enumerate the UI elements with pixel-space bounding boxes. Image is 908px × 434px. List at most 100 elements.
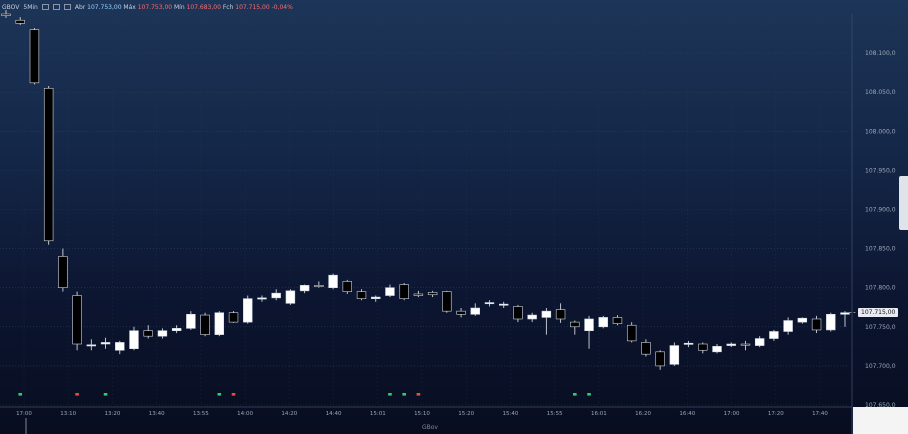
symbol-label: GBOV [2, 3, 20, 11]
x-tick-label: 16:40 [679, 411, 695, 417]
y-tick-label: 107.650,0 [865, 402, 896, 409]
signal-marker [217, 393, 222, 396]
x-tick-label: 17:00 [16, 411, 32, 417]
current-price-tag: 107.715,00 [858, 307, 899, 317]
candle-body[interactable] [840, 312, 850, 315]
x-tick-label: 14:40 [326, 411, 342, 417]
candle-body[interactable] [299, 285, 310, 292]
candle-body[interactable] [754, 338, 765, 346]
x-tick-label: 17:20 [768, 411, 784, 417]
candle-body[interactable] [541, 310, 552, 318]
candle-body[interactable] [570, 321, 580, 328]
candle-body[interactable] [171, 328, 182, 332]
candle-body[interactable] [598, 317, 608, 328]
close-icon[interactable] [52, 4, 60, 10]
candle-body[interactable] [356, 291, 367, 299]
candle-body[interactable] [72, 295, 82, 345]
collapse-icon[interactable] [63, 4, 71, 10]
candle-body[interactable] [527, 314, 537, 320]
ohlc-fields: Abr 107.753,00 Máx 107.753,00 Mín 107.68… [75, 4, 293, 11]
candle-body[interactable] [43, 87, 54, 242]
y-tick-label: 108.100,0 [865, 50, 896, 57]
candle-body[interactable] [143, 330, 153, 337]
candle-body[interactable] [584, 318, 594, 332]
x-tick-label: 17:40 [812, 411, 828, 417]
signal-marker [573, 393, 577, 396]
y-tick-label: 107.850,0 [865, 246, 896, 253]
candle-body[interactable] [484, 302, 495, 305]
signal-marker [402, 393, 406, 396]
candle-body[interactable] [186, 313, 196, 329]
y-tick-label: 107.800,0 [865, 285, 896, 292]
candle-body[interactable] [427, 292, 438, 296]
candle-body[interactable] [314, 285, 324, 287]
candle-body[interactable] [655, 351, 665, 367]
candle-body[interactable] [200, 314, 210, 335]
candle-body[interactable] [612, 317, 623, 324]
candle-body[interactable] [100, 342, 111, 345]
x-tick-label: 17:00 [724, 411, 740, 417]
corner-button[interactable] [853, 407, 908, 434]
candle-body[interactable] [442, 291, 452, 312]
candle-body[interactable] [698, 343, 708, 351]
signal-marker [587, 393, 591, 396]
candle-body[interactable] [29, 29, 40, 84]
candle-body[interactable] [797, 317, 808, 323]
x-axis-label: GBov [422, 424, 438, 431]
candle-body[interactable] [413, 293, 424, 296]
candle-body[interactable] [257, 297, 267, 300]
candle-body[interactable] [740, 343, 751, 346]
candle-body[interactable] [342, 281, 352, 292]
candle-body[interactable] [641, 342, 651, 355]
signal-marker [388, 393, 392, 396]
candle-body[interactable] [811, 318, 822, 331]
candle-body[interactable] [626, 324, 637, 342]
signal-marker [103, 393, 108, 396]
x-tick-label: 15:01 [370, 411, 386, 417]
candle-body[interactable] [285, 290, 296, 304]
candle-body[interactable] [826, 313, 836, 331]
candle-body[interactable] [783, 320, 793, 332]
candle-body[interactable] [371, 296, 381, 299]
x-tick-label: 15:40 [503, 411, 519, 417]
candle-body[interactable] [214, 312, 225, 335]
candle-body[interactable] [399, 284, 409, 299]
candle-body[interactable] [456, 310, 466, 315]
candle-body[interactable] [712, 346, 722, 353]
x-tick-label: 13:40 [149, 411, 165, 417]
candle-body[interactable] [385, 287, 395, 296]
candle-body[interactable] [1, 13, 11, 16]
candle-body[interactable] [328, 274, 338, 288]
x-tick-label: 16:20 [635, 411, 651, 417]
candle-body[interactable] [115, 342, 125, 351]
y-tick-label: 107.750,0 [865, 324, 896, 331]
x-tick-label: 13:55 [193, 411, 209, 417]
candle-body[interactable] [228, 312, 239, 323]
candle-body[interactable] [499, 303, 509, 306]
candle-body[interactable] [243, 298, 253, 323]
candle-body[interactable] [513, 306, 523, 320]
candle-body[interactable] [58, 256, 68, 289]
candle-body[interactable] [129, 330, 139, 349]
x-tick-label: 14:00 [237, 411, 253, 417]
y-tick-label: 107.950,0 [865, 167, 896, 174]
settings-icon[interactable] [41, 4, 49, 10]
candle-body[interactable] [683, 342, 694, 345]
candle-body[interactable] [555, 309, 566, 320]
candle-body[interactable] [157, 330, 168, 337]
scrollbar-handle[interactable] [899, 176, 908, 230]
signal-marker [18, 393, 23, 396]
candle-body[interactable] [86, 344, 97, 347]
ohlc-field-value: 107.753,00 [87, 3, 124, 11]
ohlc-field-value: 107.715,00 [235, 3, 272, 11]
candle-body[interactable] [271, 292, 281, 299]
candle-body[interactable] [769, 331, 779, 339]
ohlc-field-label: Fch [222, 3, 236, 11]
signal-marker [416, 393, 421, 396]
candle-body[interactable] [726, 343, 736, 346]
candle-body[interactable] [470, 307, 480, 315]
x-tick-label: 15:20 [458, 411, 474, 417]
candle-body[interactable] [15, 19, 25, 24]
candle-body[interactable] [669, 345, 680, 365]
